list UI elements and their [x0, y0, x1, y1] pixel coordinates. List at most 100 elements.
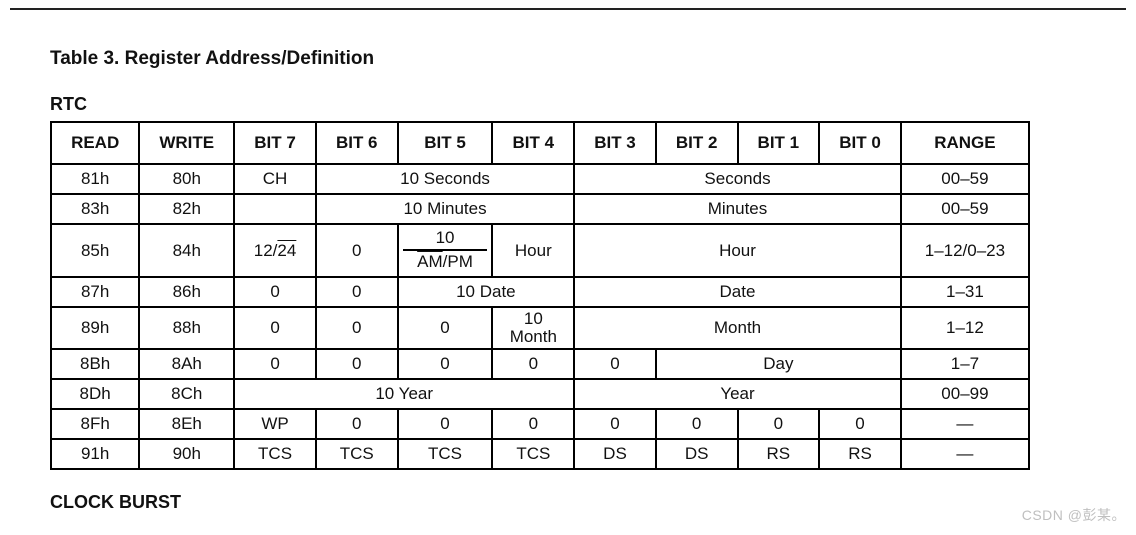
cell-1224: 12/24	[234, 224, 316, 277]
cell-read: 8Bh	[51, 349, 139, 379]
txt-12: 12/	[254, 241, 278, 260]
col-bit4: BIT 4	[492, 122, 574, 164]
cell-write: 8Eh	[139, 409, 234, 439]
cell-bit5: 0	[398, 349, 493, 379]
txt-24-overline: 24	[277, 241, 296, 260]
cell-write: 80h	[139, 164, 234, 194]
cell-bit7-empty	[234, 194, 316, 224]
txt-month: Month	[510, 327, 557, 346]
cell-range: 1–12/0–23	[901, 224, 1029, 277]
cell-bit6: 0	[316, 409, 398, 439]
cell-bit7: 0	[234, 277, 316, 307]
txt-10: 10	[524, 309, 543, 328]
txt-pm: /PM	[443, 252, 473, 271]
cell-write: 86h	[139, 277, 234, 307]
table-row: 85h 84h 12/24 0 10 AM/PM Hour Hour 1–12/…	[51, 224, 1029, 277]
cell-write: 8Ah	[139, 349, 234, 379]
cell-bit6: 0	[316, 307, 398, 349]
cell-read: 85h	[51, 224, 139, 277]
col-write: WRITE	[139, 122, 234, 164]
txt-am-overline: AM	[417, 252, 443, 271]
cell-bit0: RS	[819, 439, 901, 469]
register-table: READ WRITE BIT 7 BIT 6 BIT 5 BIT 4 BIT 3…	[50, 121, 1030, 470]
table-caption: Table 3. Register Address/Definition	[50, 48, 1096, 70]
table-row: 83h 82h 10 Minutes Minutes 00–59	[51, 194, 1029, 224]
table-row: 87h 86h 0 0 10 Date Date 1–31	[51, 277, 1029, 307]
col-bit1: BIT 1	[738, 122, 820, 164]
cell-write: 88h	[139, 307, 234, 349]
cell-bit3: 0	[574, 409, 656, 439]
col-bit0: BIT 0	[819, 122, 901, 164]
page-content: Table 3. Register Address/Definition RTC…	[0, 0, 1136, 513]
section-clock-burst: CLOCK BURST	[50, 492, 1096, 513]
table-row: 91h 90h TCS TCS TCS TCS DS DS RS RS —	[51, 439, 1029, 469]
cell-bit7: WP	[234, 409, 316, 439]
cell-bit7: 0	[234, 349, 316, 379]
cell-bit6: 0	[316, 277, 398, 307]
top-rule	[10, 8, 1126, 10]
table-row: 81h 80h CH 10 Seconds Seconds 00–59	[51, 164, 1029, 194]
cell-bit7: 0	[234, 307, 316, 349]
cell-read: 91h	[51, 439, 139, 469]
cell-write: 8Ch	[139, 379, 234, 409]
cell-10year: 10 Year	[234, 379, 574, 409]
cell-range: 00–59	[901, 164, 1029, 194]
cell-bit4: 0	[492, 409, 574, 439]
cell-date: Date	[574, 277, 901, 307]
cell-range: 00–59	[901, 194, 1029, 224]
cell-seconds: Seconds	[574, 164, 901, 194]
cell-bit2: 0	[656, 409, 738, 439]
cell-month: Month	[574, 307, 901, 349]
cell-bit6: TCS	[316, 439, 398, 469]
cell-bit3: DS	[574, 439, 656, 469]
cell-range: 1–12	[901, 307, 1029, 349]
cell-bit5: 0	[398, 307, 493, 349]
cell-bit5: 0	[398, 409, 493, 439]
cell-range: 00–99	[901, 379, 1029, 409]
col-bit5: BIT 5	[398, 122, 493, 164]
cell-bit5: TCS	[398, 439, 493, 469]
cell-hour-lo: Hour	[574, 224, 901, 277]
cell-write: 82h	[139, 194, 234, 224]
table-row: 89h 88h 0 0 0 10Month Month 1–12	[51, 307, 1029, 349]
col-range: RANGE	[901, 122, 1029, 164]
col-bit2: BIT 2	[656, 122, 738, 164]
cell-read: 89h	[51, 307, 139, 349]
cell-bit3: 0	[574, 349, 656, 379]
cell-bit6: 0	[316, 349, 398, 379]
cell-read: 8Dh	[51, 379, 139, 409]
section-rtc: RTC	[50, 94, 1096, 115]
cell-ampm: AM/PM	[403, 251, 488, 274]
cell-bit6: 0	[316, 224, 398, 277]
cell-range: 1–31	[901, 277, 1029, 307]
cell-bit4: TCS	[492, 439, 574, 469]
cell-read: 87h	[51, 277, 139, 307]
table-row: 8Fh 8Eh WP 0 0 0 0 0 0 0 —	[51, 409, 1029, 439]
cell-10date: 10 Date	[398, 277, 575, 307]
cell-bit0: 0	[819, 409, 901, 439]
cell-bit4: 0	[492, 349, 574, 379]
cell-bit7: TCS	[234, 439, 316, 469]
table-header-row: READ WRITE BIT 7 BIT 6 BIT 5 BIT 4 BIT 3…	[51, 122, 1029, 164]
cell-range: 1–7	[901, 349, 1029, 379]
table-row: 8Dh 8Ch 10 Year Year 00–99	[51, 379, 1029, 409]
cell-10hour: 10	[403, 227, 488, 251]
cell-10-ampm: 10 AM/PM	[398, 224, 493, 277]
table-row: 8Bh 8Ah 0 0 0 0 0 Day 1–7	[51, 349, 1029, 379]
cell-range: —	[901, 409, 1029, 439]
cell-range: —	[901, 439, 1029, 469]
col-read: READ	[51, 122, 139, 164]
cell-day: Day	[656, 349, 901, 379]
col-bit7: BIT 7	[234, 122, 316, 164]
cell-bit2: DS	[656, 439, 738, 469]
cell-10minutes: 10 Minutes	[316, 194, 574, 224]
col-bit6: BIT 6	[316, 122, 398, 164]
cell-minutes: Minutes	[574, 194, 901, 224]
cell-year: Year	[574, 379, 901, 409]
cell-hour-hi: Hour	[492, 224, 574, 277]
cell-10month: 10Month	[492, 307, 574, 349]
cell-write: 90h	[139, 439, 234, 469]
cell-10seconds: 10 Seconds	[316, 164, 574, 194]
cell-bit1: RS	[738, 439, 820, 469]
col-bit3: BIT 3	[574, 122, 656, 164]
